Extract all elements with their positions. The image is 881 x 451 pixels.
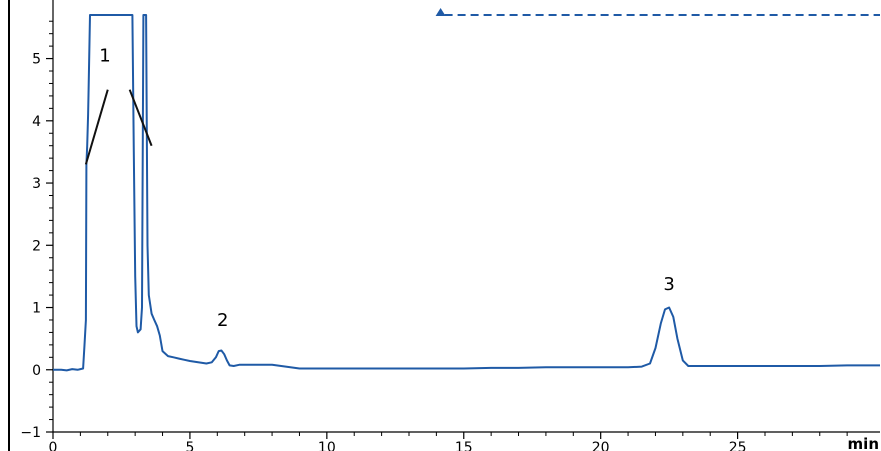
y-tick-label: 5 xyxy=(32,52,41,68)
x-tick-label: 5 xyxy=(185,440,194,451)
baseline-start-marker xyxy=(435,8,446,16)
y-tick-label: 2 xyxy=(32,238,41,254)
y-tick-label: 1 xyxy=(32,301,41,317)
peak-leader-line xyxy=(84,89,109,165)
leader-group xyxy=(84,89,153,165)
x-tick-label: 25 xyxy=(729,440,747,451)
annotation-group: 1 2 3 xyxy=(99,46,675,332)
x-tick-label: 20 xyxy=(592,440,610,451)
baseline-group xyxy=(435,8,880,16)
peak-label: 2 xyxy=(217,310,228,331)
y-tick-label: 0 xyxy=(32,363,41,379)
series-group xyxy=(53,14,880,372)
peak-label: 1 xyxy=(99,46,110,67)
chromatogram-trace xyxy=(53,14,880,372)
peak-leader-line xyxy=(128,89,153,147)
x-ticks: 0 5 10 15 20 25 xyxy=(49,432,848,451)
y-tick-label: 3 xyxy=(32,176,41,192)
peak-label: 3 xyxy=(663,274,674,295)
y-ticks: −1 0 1 2 3 4 5 xyxy=(20,20,53,441)
y-tick-label: −1 xyxy=(20,425,41,441)
y-tick-label: 4 xyxy=(32,114,41,130)
x-tick-label: 0 xyxy=(49,440,58,451)
chart-axes xyxy=(8,0,880,451)
x-tick-label: 15 xyxy=(455,440,473,451)
x-axis-unit-label: min xyxy=(848,435,879,451)
x-tick-label: 10 xyxy=(318,440,336,451)
